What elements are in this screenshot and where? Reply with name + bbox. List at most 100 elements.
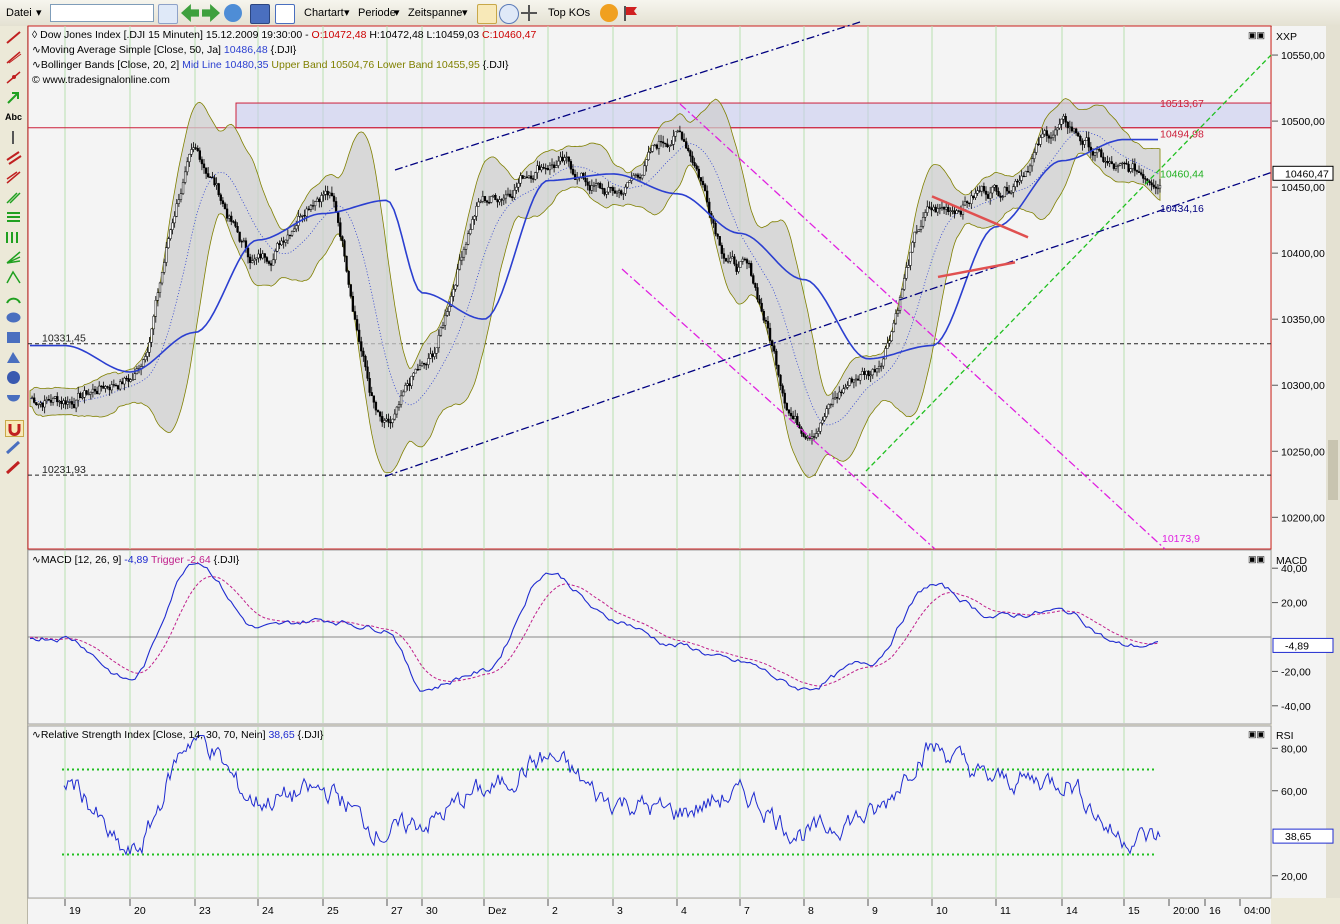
- candle-body: [481, 196, 484, 202]
- trend-tool-icon[interactable]: [5, 70, 22, 85]
- candle-body: [1131, 163, 1134, 169]
- time-span-menu[interactable]: Zeitspanne: [408, 7, 463, 19]
- eraser-tool-icon[interactable]: [5, 460, 22, 475]
- candle-body: [892, 322, 895, 332]
- arrow-tool-icon[interactable]: [5, 90, 22, 105]
- candle-body: [95, 390, 99, 395]
- time-label-25: 25: [327, 905, 339, 917]
- rectangle-tool-icon[interactable]: [5, 330, 22, 345]
- candle-body: [179, 193, 183, 200]
- refresh-icon[interactable]: [224, 4, 242, 22]
- channel-tool-icon[interactable]: [5, 150, 22, 165]
- period-menu[interactable]: Periode: [358, 7, 396, 19]
- candle-body: [777, 364, 780, 376]
- rsi-name[interactable]: Relative Strength Index [Close, 14, 30, …: [40, 729, 266, 741]
- candle-body: [502, 197, 505, 201]
- candle-body: [282, 240, 285, 243]
- ma-icon[interactable]: ∿: [32, 44, 41, 56]
- search-icon[interactable]: [158, 4, 178, 24]
- bb-mid-label: Mid Line: [182, 59, 222, 71]
- candle-body: [880, 365, 883, 368]
- zoom-icon[interactable]: [499, 4, 519, 24]
- half-circle-tool-icon[interactable]: [5, 390, 22, 405]
- candle-body: [559, 156, 562, 162]
- macd-trigger-line: [29, 575, 1159, 687]
- candle-body: [163, 262, 166, 273]
- time-span-arrow-icon[interactable]: ▾: [462, 7, 468, 19]
- triangle-tool-icon[interactable]: [5, 350, 22, 365]
- candle-body: [641, 174, 644, 179]
- pen-tool-icon[interactable]: [5, 440, 22, 455]
- candle-body: [664, 142, 667, 145]
- save-icon[interactable]: [250, 4, 270, 24]
- list-icon[interactable]: [275, 4, 295, 24]
- macd-name[interactable]: MACD [12, 26, 9]: [40, 554, 122, 566]
- vertical-line-tool-icon[interactable]: [5, 130, 22, 145]
- ma-value: 10486,48: [223, 44, 268, 56]
- macd-pane-window-buttons[interactable]: ▣▣: [1248, 554, 1266, 564]
- candle-body: [1058, 123, 1061, 129]
- candle-body: [934, 206, 937, 213]
- candle-body: [1003, 187, 1007, 197]
- candle-body: [733, 256, 736, 265]
- rsi-icon[interactable]: ∿: [32, 729, 41, 741]
- file-menu-arrow-icon[interactable]: ▾: [36, 7, 42, 19]
- fan-tool-icon[interactable]: [5, 250, 22, 265]
- levels-tool-icon[interactable]: [5, 210, 22, 225]
- magnet-tool-icon[interactable]: [5, 420, 24, 437]
- symbol-search-input[interactable]: [50, 4, 154, 22]
- candle-body: [750, 263, 753, 276]
- arc-tool-icon[interactable]: [5, 290, 22, 305]
- candle-body: [846, 385, 849, 388]
- grid-tool-icon[interactable]: [5, 230, 22, 245]
- rsi-pane-window-buttons[interactable]: ▣▣: [1248, 729, 1266, 739]
- candle-body: [360, 341, 363, 352]
- candle-body: [204, 167, 208, 174]
- candle-body: [43, 400, 46, 408]
- top-kos-button[interactable]: Top KOs: [548, 7, 591, 19]
- candle-body: [917, 229, 921, 232]
- ma-legend[interactable]: Moving Average Simple [Close, 50, Ja]: [40, 44, 221, 56]
- collapse-icon[interactable]: ◊: [32, 29, 41, 41]
- bb-legend[interactable]: Bollinger Bands [Close, 20, 2]: [40, 59, 180, 71]
- price-legend: ◊ Dow Jones Index [.DJI 15 Minuten] 15.1…: [32, 29, 732, 89]
- candle-body: [1074, 128, 1078, 134]
- gann-tool-icon[interactable]: [5, 270, 22, 285]
- crosshair-icon[interactable]: [520, 4, 538, 22]
- circle-tool-icon[interactable]: [5, 370, 22, 385]
- candle-body: [100, 385, 103, 388]
- price-pane-window-buttons[interactable]: ▣▣: [1248, 30, 1266, 40]
- candle-body: [1070, 126, 1074, 132]
- candle-body: [995, 184, 998, 192]
- candle-body: [1154, 186, 1157, 189]
- candle-body: [242, 240, 245, 242]
- ellipse-tool-icon[interactable]: [5, 310, 22, 325]
- line-tool-icon[interactable]: [5, 30, 22, 45]
- scrollbar-thumb[interactable]: [1328, 440, 1338, 500]
- candle-body: [588, 185, 591, 191]
- cursor-icon[interactable]: [477, 4, 497, 24]
- candle-body: [223, 203, 227, 210]
- candle-body: [586, 181, 589, 186]
- candle-body: [871, 369, 874, 376]
- ray-tool-icon[interactable]: [5, 50, 22, 65]
- candle-body: [391, 418, 394, 423]
- flag-icon[interactable]: [622, 4, 640, 22]
- period-arrow-icon[interactable]: ▾: [394, 7, 400, 19]
- chart-type-arrow-icon[interactable]: ▾: [344, 7, 350, 19]
- chart-type-menu[interactable]: Chartart: [304, 7, 344, 19]
- candle-body: [293, 228, 296, 232]
- fib-tool-icon[interactable]: [5, 170, 22, 185]
- pitchfork-tool-icon[interactable]: [5, 190, 22, 205]
- macd-icon[interactable]: ∿: [32, 554, 41, 566]
- file-menu[interactable]: Datei: [6, 7, 32, 19]
- candle-body: [624, 186, 627, 194]
- candle-body: [460, 256, 464, 261]
- text-tool-icon[interactable]: Abc: [5, 112, 23, 122]
- candle-body: [112, 384, 116, 386]
- candle-body: [341, 236, 344, 241]
- candle-body: [399, 395, 403, 405]
- bb-icon[interactable]: ∿: [32, 59, 41, 71]
- help-icon[interactable]: [600, 4, 618, 22]
